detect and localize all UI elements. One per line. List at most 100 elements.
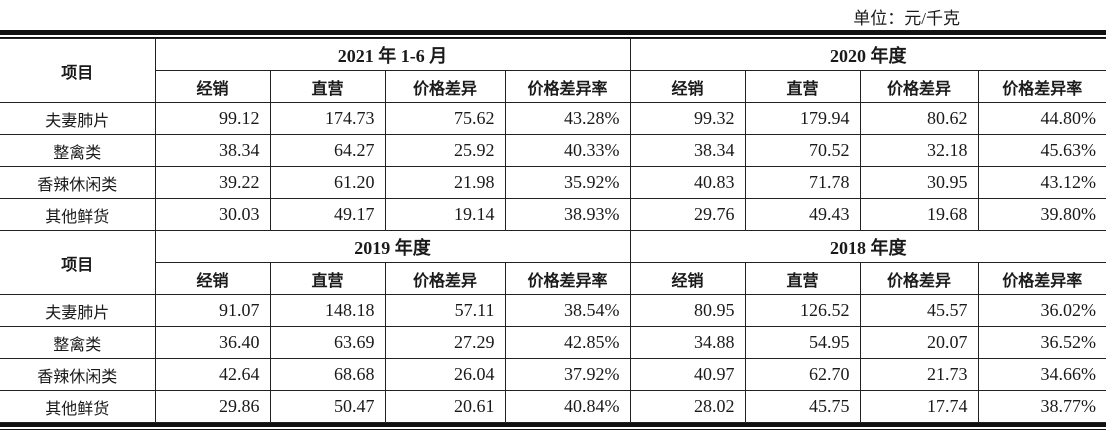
period-header: 2020 年度	[629, 38, 1106, 71]
value-cell: 21.73	[859, 358, 979, 391]
table-row: 香辣休闲类 39.22 61.20 21.98 35.92% 40.83 71.78 30.9…	[0, 166, 1106, 199]
value-cell: 45.63%	[977, 134, 1106, 167]
item-header: 项目	[0, 230, 156, 295]
value-cell: 42.85%	[504, 326, 631, 359]
item-name: 夫妻肺片	[0, 102, 156, 135]
column-header: 价格差异率	[504, 70, 631, 103]
table-row: 整禽类 36.40 63.69 27.29 42.85% 34.88 54.95 20.07 3…	[0, 326, 1106, 359]
value-cell: 43.28%	[504, 102, 631, 135]
value-cell: 29.76	[629, 198, 746, 231]
period-header: 2018 年度	[629, 230, 1106, 263]
value-cell: 91.07	[154, 294, 271, 327]
item-name: 整禽类	[0, 134, 156, 167]
table-row: 夫妻肺片 99.12 174.73 75.62 43.28% 99.32 179.94 80.…	[0, 102, 1106, 135]
column-header: 经销	[155, 70, 271, 103]
value-cell: 49.43	[744, 198, 861, 231]
period-header-row: 项目 2019 年度 2018 年度	[0, 230, 1106, 295]
value-cell: 19.14	[384, 198, 506, 231]
item-header: 项目	[0, 38, 156, 103]
column-header: 价格差异	[384, 262, 506, 295]
value-cell: 45.75	[744, 390, 861, 423]
column-header: 价格差异率	[977, 70, 1106, 103]
value-cell: 38.93%	[504, 198, 631, 231]
item-name: 香辣休闲类	[0, 358, 156, 391]
table-row: 整禽类 38.34 64.27 25.92 40.33% 38.34 70.52 32.18 4…	[0, 134, 1106, 167]
value-cell: 30.95	[859, 166, 979, 199]
value-cell: 20.07	[859, 326, 979, 359]
value-cell: 61.20	[269, 166, 386, 199]
value-cell: 54.95	[744, 326, 861, 359]
value-cell: 38.77%	[977, 390, 1106, 423]
value-cell: 26.04	[384, 358, 506, 391]
column-header: 经销	[629, 262, 746, 295]
column-header: 价格差异率	[504, 262, 631, 295]
table-row: 其他鲜货 30.03 49.17 19.14 38.93% 29.76 49.43 19.68…	[0, 198, 1106, 231]
value-cell: 38.54%	[504, 294, 631, 327]
column-header: 直营	[269, 70, 386, 103]
item-name: 夫妻肺片	[0, 294, 156, 327]
value-cell: 38.34	[154, 134, 271, 167]
value-cell: 43.12%	[977, 166, 1106, 199]
value-cell: 34.88	[629, 326, 746, 359]
value-cell: 40.84%	[504, 390, 631, 423]
value-cell: 75.62	[384, 102, 506, 135]
column-header: 直营	[744, 70, 861, 103]
column-header: 经销	[629, 70, 746, 103]
value-cell: 35.92%	[504, 166, 631, 199]
value-cell: 28.02	[629, 390, 746, 423]
column-header: 经销	[155, 262, 271, 295]
value-cell: 38.34	[629, 134, 746, 167]
value-cell: 25.92	[384, 134, 506, 167]
column-header: 直营	[269, 262, 386, 295]
value-cell: 19.68	[859, 198, 979, 231]
value-cell: 34.66%	[977, 358, 1106, 391]
period-header: 2021 年 1-6 月	[154, 38, 631, 71]
item-name: 香辣休闲类	[0, 166, 156, 199]
item-name: 其他鲜货	[0, 198, 156, 231]
column-header: 价格差异率	[977, 262, 1106, 295]
value-cell: 50.47	[269, 390, 386, 423]
value-cell: 68.68	[269, 358, 386, 391]
price-comparison-table-wrapper: 项目 2021 年 1-6 月 2020 年度 经销 直营 价格差异 价格差异率 经销 直营 价格…	[0, 30, 1106, 430]
bottom-border	[0, 423, 1106, 430]
value-cell: 39.22	[154, 166, 271, 199]
top-border	[0, 30, 1106, 38]
column-header-row: 经销 直营 价格差异 价格差异率 经销 直营 价格差异 价格差异率	[0, 262, 1106, 295]
value-cell: 37.92%	[504, 358, 631, 391]
value-cell: 30.03	[154, 198, 271, 231]
table-row: 其他鲜货 29.86 50.47 20.61 40.84% 28.02 45.75 17.74…	[0, 390, 1106, 423]
value-cell: 40.83	[629, 166, 746, 199]
value-cell: 42.64	[154, 358, 271, 391]
period-header-row: 项目 2021 年 1-6 月 2020 年度	[0, 38, 1106, 103]
value-cell: 63.69	[269, 326, 386, 359]
value-cell: 40.97	[629, 358, 746, 391]
value-cell: 17.74	[859, 390, 979, 423]
value-cell: 49.17	[269, 198, 386, 231]
column-header-row: 经销 直营 价格差异 价格差异率 经销 直营 价格差异 价格差异率	[0, 70, 1106, 103]
value-cell: 44.80%	[977, 102, 1106, 135]
value-cell: 45.57	[859, 294, 979, 327]
value-cell: 57.11	[384, 294, 506, 327]
value-cell: 27.29	[384, 326, 506, 359]
period-header: 2019 年度	[154, 230, 631, 263]
price-comparison-table: 项目 2021 年 1-6 月 2020 年度 经销 直营 价格差异 价格差异率 经销 直营 价格…	[0, 38, 1106, 423]
value-cell: 99.12	[154, 102, 271, 135]
value-cell: 99.32	[629, 102, 746, 135]
value-cell: 80.62	[859, 102, 979, 135]
value-cell: 174.73	[269, 102, 386, 135]
table-row: 夫妻肺片 91.07 148.18 57.11 38.54% 80.95 126.52 45.…	[0, 294, 1106, 327]
item-name: 其他鲜货	[0, 390, 156, 423]
value-cell: 20.61	[384, 390, 506, 423]
value-cell: 36.02%	[977, 294, 1106, 327]
value-cell: 71.78	[744, 166, 861, 199]
item-name: 整禽类	[0, 326, 156, 359]
value-cell: 36.52%	[977, 326, 1106, 359]
value-cell: 70.52	[744, 134, 861, 167]
column-header: 直营	[744, 262, 861, 295]
value-cell: 62.70	[744, 358, 861, 391]
value-cell: 21.98	[384, 166, 506, 199]
column-header: 价格差异	[384, 70, 506, 103]
value-cell: 179.94	[744, 102, 861, 135]
value-cell: 29.86	[154, 390, 271, 423]
value-cell: 36.40	[154, 326, 271, 359]
